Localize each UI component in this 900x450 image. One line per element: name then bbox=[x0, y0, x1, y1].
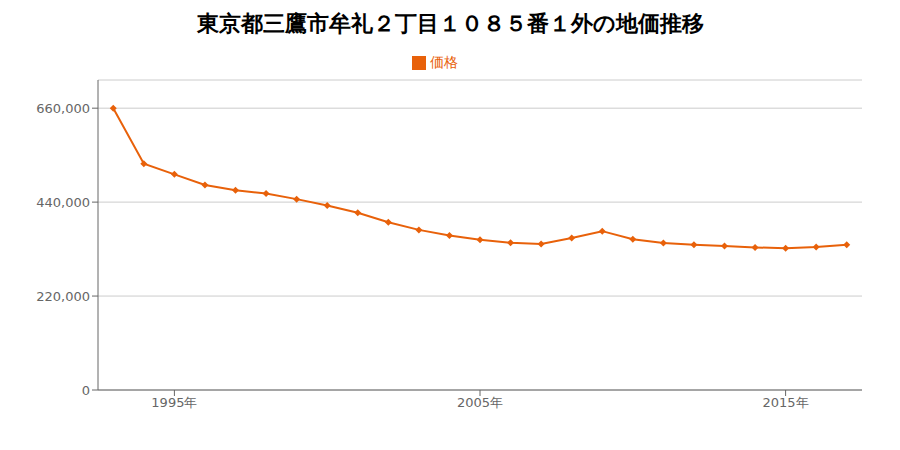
svg-text:2005年: 2005年 bbox=[457, 395, 503, 410]
svg-text:220,000: 220,000 bbox=[36, 289, 90, 304]
html-text:価格: 価格 bbox=[430, 54, 458, 70]
svg-text:440,000: 440,000 bbox=[36, 195, 90, 210]
svg-text:1995年: 1995年 bbox=[151, 395, 197, 410]
html-text:東京都三鷹市牟礼２丁目１０８５番１外の地価推移: 東京都三鷹市牟礼２丁目１０８５番１外の地価推移 bbox=[196, 11, 704, 36]
svg-text:660,000: 660,000 bbox=[36, 101, 90, 116]
svg-text:2015年: 2015年 bbox=[763, 395, 809, 410]
svg-text:0: 0 bbox=[82, 383, 90, 398]
